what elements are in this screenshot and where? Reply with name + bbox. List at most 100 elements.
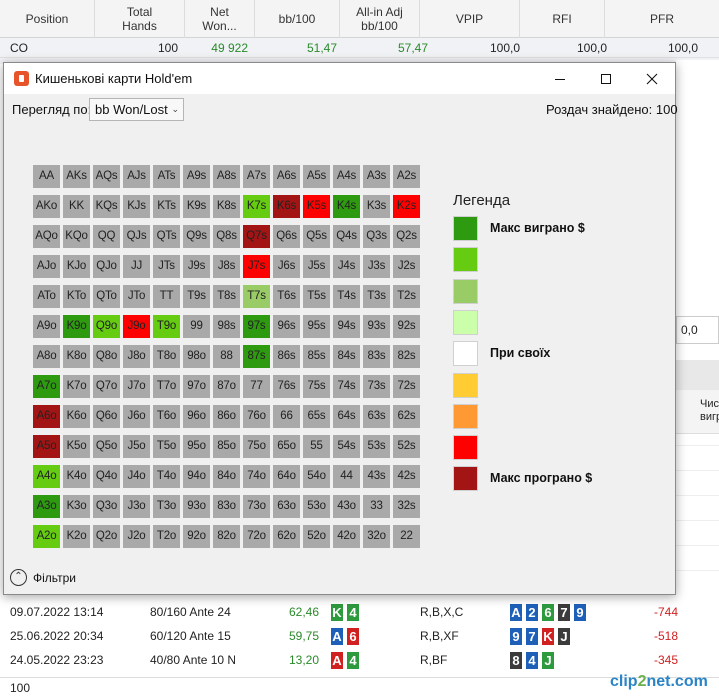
hand-cell-85s[interactable]: 85s [303,345,330,368]
hand-cell-Q2s[interactable]: Q2s [393,225,420,248]
hand-cell-K3s[interactable]: K3s [363,195,390,218]
hand-cell-97s[interactable]: 97s [243,315,270,338]
hand-cell-T7s[interactable]: T7s [243,285,270,308]
hand-cell-J5s[interactable]: J5s [303,255,330,278]
hand-cell-QQ[interactable]: QQ [93,225,120,248]
hand-cell-A7o[interactable]: A7o [33,375,60,398]
hand-cell-K8s[interactable]: K8s [213,195,240,218]
hand-cell-KQo[interactable]: KQo [63,225,90,248]
hand-cell-83o[interactable]: 83o [213,495,240,518]
hand-cell-KQs[interactable]: KQs [93,195,120,218]
hand-cell-T7o[interactable]: T7o [153,375,180,398]
hand-cell-96o[interactable]: 96o [183,405,210,428]
hand-cell-98s[interactable]: 98s [213,315,240,338]
hand-cell-A6s[interactable]: A6s [273,165,300,188]
hand-cell-J3s[interactable]: J3s [363,255,390,278]
hand-cell-K2o[interactable]: K2o [63,525,90,548]
hand-cell-93s[interactable]: 93s [363,315,390,338]
hand-cell-K4s[interactable]: K4s [333,195,360,218]
hand-cell-K6s[interactable]: K6s [273,195,300,218]
hand-cell-KK[interactable]: KK [63,195,90,218]
hand-cell-T6o[interactable]: T6o [153,405,180,428]
hand-cell-QTo[interactable]: QTo [93,285,120,308]
hand-row[interactable]: 09.07.2022 13:14 80/160 Ante 24 N 62,46 R,B… [0,600,719,624]
hand-cell-74s[interactable]: 74s [333,375,360,398]
hand-cell-AJo[interactable]: AJo [33,255,60,278]
hand-cell-82s[interactable]: 82s [393,345,420,368]
hand-cell-54o[interactable]: 54o [303,465,330,488]
hand-cell-J3o[interactable]: J3o [123,495,150,518]
hand-cell-A5o[interactable]: A5o [33,435,60,458]
hand-cell-32s[interactable]: 32s [393,495,420,518]
hand-cell-T5o[interactable]: T5o [153,435,180,458]
hand-cell-Q4s[interactable]: Q4s [333,225,360,248]
hand-cell-82o[interactable]: 82o [213,525,240,548]
hand-cell-T2o[interactable]: T2o [153,525,180,548]
hand-cell-72s[interactable]: 72s [393,375,420,398]
hand-cell-JJ[interactable]: JJ [123,255,150,278]
hand-cell-J8s[interactable]: J8s [213,255,240,278]
hand-cell-T6s[interactable]: T6s [273,285,300,308]
hand-cell-Q7s[interactable]: Q7s [243,225,270,248]
hand-cell-T8s[interactable]: T8s [213,285,240,308]
hand-row[interactable]: 24.05.2022 23:23 40/80 Ante 10 N 13,20 R,BF… [0,648,719,672]
hand-cell-Q9o[interactable]: Q9o [93,315,120,338]
hand-cell-52s[interactable]: 52s [393,435,420,458]
hand-cell-Q7o[interactable]: Q7o [93,375,120,398]
hand-cell-99[interactable]: 99 [183,315,210,338]
close-button[interactable] [629,63,675,94]
hand-cell-94s[interactable]: 94s [333,315,360,338]
hand-cell-63o[interactable]: 63o [273,495,300,518]
col-net-won[interactable]: Net Won... [185,0,255,38]
hand-cell-ATo[interactable]: ATo [33,285,60,308]
hand-cell-Q6s[interactable]: Q6s [273,225,300,248]
hand-cell-Q4o[interactable]: Q4o [93,465,120,488]
hand-cell-73s[interactable]: 73s [363,375,390,398]
hand-cell-95s[interactable]: 95s [303,315,330,338]
hand-cell-K7s[interactable]: K7s [243,195,270,218]
hand-cell-KTo[interactable]: KTo [63,285,90,308]
hand-cell-AKs[interactable]: AKs [63,165,90,188]
hand-cell-KTs[interactable]: KTs [153,195,180,218]
hand-cell-J4s[interactable]: J4s [333,255,360,278]
hand-cell-T5s[interactable]: T5s [303,285,330,308]
hand-cell-43s[interactable]: 43s [363,465,390,488]
hand-cell-T4o[interactable]: T4o [153,465,180,488]
hand-cell-T9s[interactable]: T9s [183,285,210,308]
hand-cell-T3s[interactable]: T3s [363,285,390,308]
hand-cell-77[interactable]: 77 [243,375,270,398]
hand-cell-T2s[interactable]: T2s [393,285,420,308]
hand-cell-94o[interactable]: 94o [183,465,210,488]
hand-cell-74o[interactable]: 74o [243,465,270,488]
hand-cell-75o[interactable]: 75o [243,435,270,458]
hand-cell-92s[interactable]: 92s [393,315,420,338]
hand-cell-J7o[interactable]: J7o [123,375,150,398]
hand-cell-84o[interactable]: 84o [213,465,240,488]
hand-cell-K2s[interactable]: K2s [393,195,420,218]
hand-cell-52o[interactable]: 52o [303,525,330,548]
hand-cell-A8s[interactable]: A8s [213,165,240,188]
hand-cell-AKo[interactable]: AKo [33,195,60,218]
hand-cell-A4s[interactable]: A4s [333,165,360,188]
hand-cell-32o[interactable]: 32o [363,525,390,548]
hand-cell-AQs[interactable]: AQs [93,165,120,188]
hand-cell-T9o[interactable]: T9o [153,315,180,338]
hand-cell-K5o[interactable]: K5o [63,435,90,458]
hand-cell-QJo[interactable]: QJo [93,255,120,278]
hand-cell-J2o[interactable]: J2o [123,525,150,548]
hand-cell-JTo[interactable]: JTo [123,285,150,308]
hand-cell-Q9s[interactable]: Q9s [183,225,210,248]
hand-cell-66[interactable]: 66 [273,405,300,428]
hand-cell-K8o[interactable]: K8o [63,345,90,368]
hand-cell-Q8s[interactable]: Q8s [213,225,240,248]
hand-cell-A2s[interactable]: A2s [393,165,420,188]
hand-cell-92o[interactable]: 92o [183,525,210,548]
hand-cell-J9s[interactable]: J9s [183,255,210,278]
hand-cell-33[interactable]: 33 [363,495,390,518]
hand-cell-84s[interactable]: 84s [333,345,360,368]
hand-cell-87s[interactable]: 87s [243,345,270,368]
hand-cell-A4o[interactable]: A4o [33,465,60,488]
hand-cell-AJs[interactable]: AJs [123,165,150,188]
hand-cell-K3o[interactable]: K3o [63,495,90,518]
hand-cell-J4o[interactable]: J4o [123,465,150,488]
